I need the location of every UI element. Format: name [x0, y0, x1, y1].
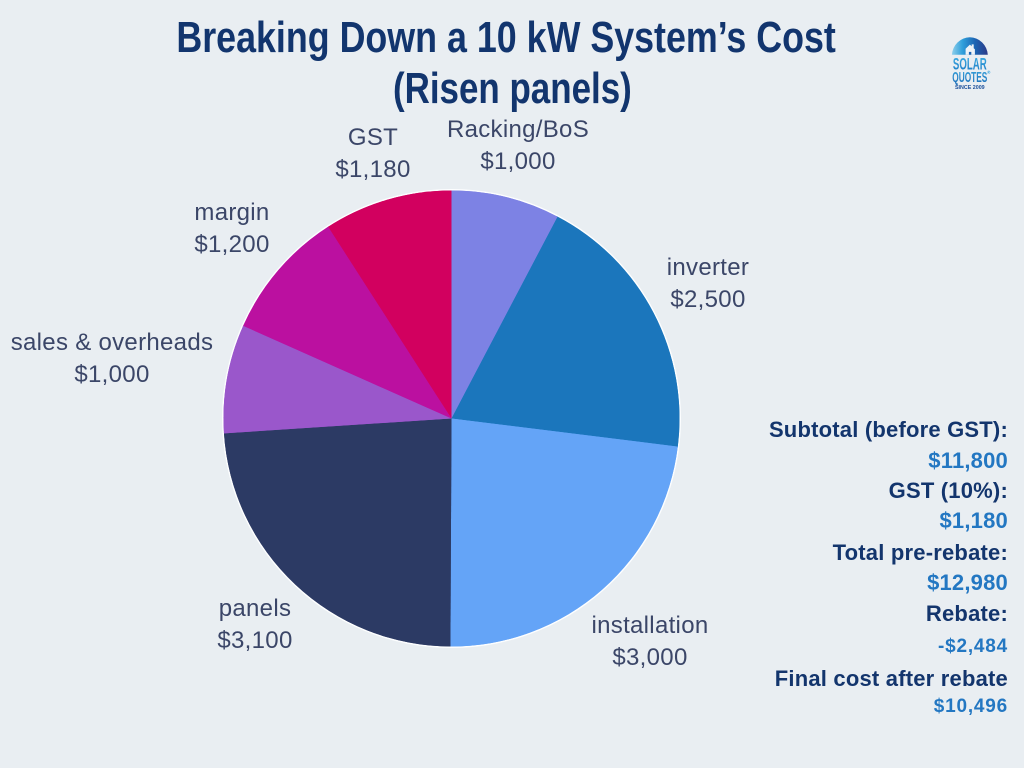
svg-text:QUOTES: QUOTES: [952, 70, 987, 86]
svg-text:SINCE 2009: SINCE 2009: [955, 85, 985, 91]
svg-text:SOLAR: SOLAR: [953, 55, 987, 74]
svg-text:®: ®: [987, 69, 991, 75]
